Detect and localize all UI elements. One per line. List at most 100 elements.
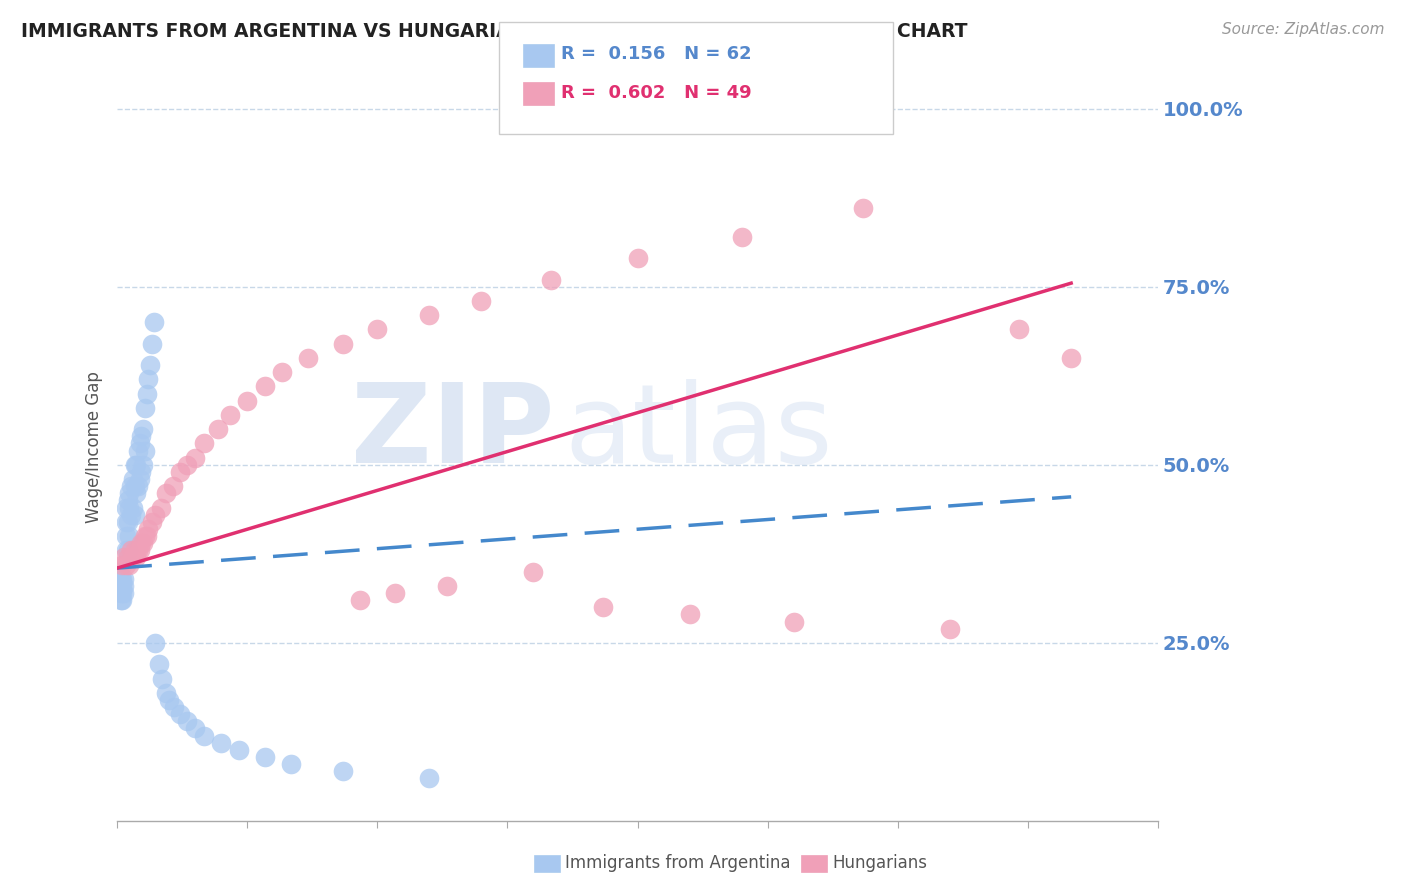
Point [271, 365, 294, 379]
Point [131, 429, 153, 443]
Point [131, 536, 153, 550]
Point [155, 486, 177, 500]
Point [142, 315, 165, 329]
Point [127, 543, 149, 558]
Point [128, 472, 150, 486]
Point [110, 572, 132, 586]
Point [121, 472, 143, 486]
Point [112, 586, 135, 600]
Point [193, 436, 215, 450]
Point [115, 529, 138, 543]
Point [131, 465, 153, 479]
Point [115, 558, 138, 572]
Point [384, 586, 406, 600]
Point [135, 386, 157, 401]
Point [117, 515, 139, 529]
Point [176, 714, 198, 729]
Point [253, 750, 276, 764]
Point [150, 672, 173, 686]
Point [115, 500, 138, 515]
Point [782, 615, 804, 629]
Point [127, 479, 149, 493]
Point [184, 722, 207, 736]
Point [418, 308, 440, 322]
Point [157, 693, 180, 707]
Point [332, 764, 354, 778]
Point [1060, 351, 1083, 365]
Point [115, 515, 138, 529]
Point [108, 565, 131, 579]
Point [852, 202, 875, 216]
Point [111, 586, 134, 600]
Point [141, 515, 163, 529]
Point [121, 550, 143, 565]
Point [219, 408, 242, 422]
Text: IMMIGRANTS FROM ARGENTINA VS HUNGARIAN WAGE/INCOME GAP CORRELATION CHART: IMMIGRANTS FROM ARGENTINA VS HUNGARIAN W… [21, 22, 967, 41]
Point [626, 251, 648, 265]
Point [110, 593, 132, 607]
Point [132, 458, 155, 472]
Point [143, 636, 166, 650]
Y-axis label: Wage/Income Gap: Wage/Income Gap [86, 371, 103, 523]
Point [332, 336, 354, 351]
Point [117, 543, 139, 558]
Point [132, 536, 155, 550]
Point [118, 529, 141, 543]
Point [110, 586, 132, 600]
Point [1008, 322, 1031, 336]
Point [118, 486, 141, 500]
Point [125, 458, 148, 472]
Point [148, 657, 170, 672]
Point [111, 593, 134, 607]
Point [124, 479, 146, 493]
Text: ZIP: ZIP [352, 378, 554, 485]
Point [112, 572, 135, 586]
Point [253, 379, 276, 393]
Point [138, 372, 160, 386]
Point [163, 700, 186, 714]
Text: Immigrants from Argentina: Immigrants from Argentina [565, 855, 790, 872]
Point [169, 707, 191, 722]
Point [193, 729, 215, 743]
Point [678, 607, 700, 622]
Point [115, 543, 138, 558]
Point [143, 508, 166, 522]
Text: atlas: atlas [565, 378, 834, 485]
Point [111, 579, 134, 593]
Point [162, 479, 184, 493]
Point [470, 293, 492, 308]
Point [436, 579, 458, 593]
Point [120, 479, 142, 493]
Point [112, 579, 135, 593]
Point [117, 550, 139, 565]
Text: Hungarians: Hungarians [832, 855, 928, 872]
Point [938, 622, 960, 636]
Point [125, 550, 148, 565]
Point [169, 465, 191, 479]
Point [121, 500, 143, 515]
Point [135, 529, 157, 543]
Point [280, 757, 302, 772]
Point [349, 593, 371, 607]
Point [124, 543, 146, 558]
Point [127, 443, 149, 458]
Point [134, 401, 156, 415]
Point [139, 358, 162, 372]
Point [149, 500, 172, 515]
Point [118, 558, 141, 572]
Point [111, 558, 134, 572]
Point [184, 450, 207, 465]
Point [236, 393, 259, 408]
Point [540, 272, 562, 286]
Point [118, 500, 141, 515]
Point [141, 336, 163, 351]
Point [108, 579, 131, 593]
Point [117, 493, 139, 508]
Point [228, 743, 250, 757]
Point [124, 508, 146, 522]
Point [366, 322, 388, 336]
Point [730, 230, 752, 244]
Point [132, 422, 155, 436]
Point [592, 600, 614, 615]
Point [120, 508, 142, 522]
